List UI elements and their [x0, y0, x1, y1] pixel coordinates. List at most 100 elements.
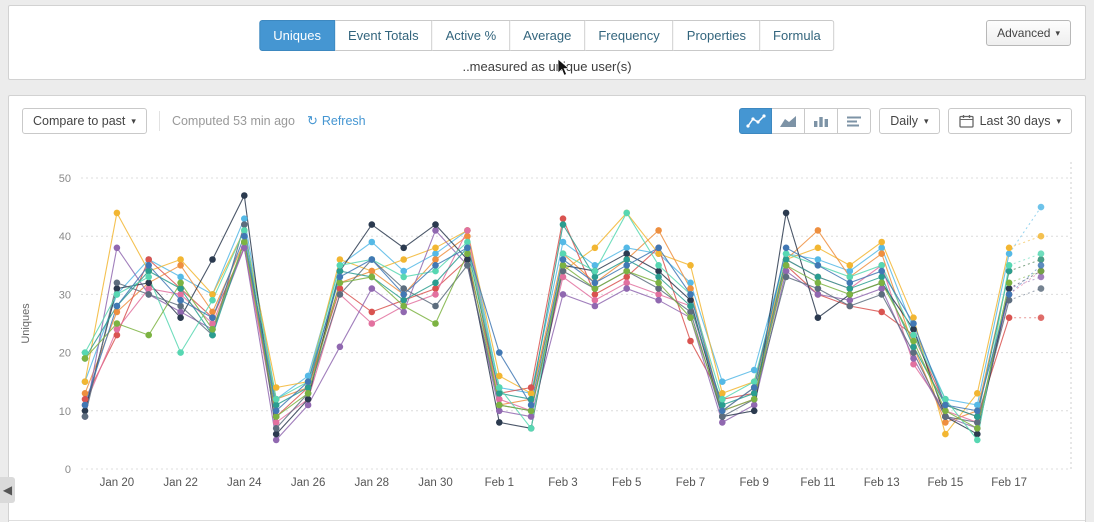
data-point[interactable] [177, 314, 184, 321]
data-point[interactable] [272, 407, 280, 415]
data-point[interactable] [878, 285, 885, 292]
compare-to-past-button[interactable]: Compare to past ▾ [22, 108, 147, 134]
data-point[interactable] [655, 285, 662, 292]
data-point[interactable] [113, 209, 121, 217]
line-chart-button[interactable] [739, 108, 773, 134]
data-point[interactable] [432, 320, 439, 327]
data-point[interactable] [655, 273, 662, 281]
data-point[interactable] [846, 285, 854, 292]
data-point[interactable] [623, 267, 630, 275]
data-point[interactable] [432, 227, 439, 234]
data-point[interactable] [241, 232, 248, 240]
bar-chart-button[interactable] [805, 108, 839, 134]
data-point[interactable] [209, 256, 216, 263]
data-point[interactable] [272, 395, 280, 403]
data-point[interactable] [782, 209, 790, 217]
data-point[interactable] [910, 331, 917, 339]
data-point[interactable] [527, 425, 535, 432]
data-point[interactable] [591, 273, 599, 281]
data-point[interactable] [304, 384, 312, 391]
data-point[interactable] [782, 267, 790, 275]
data-point[interactable] [81, 355, 89, 362]
data-point[interactable] [400, 244, 408, 252]
data-point[interactable] [814, 227, 822, 234]
data-point[interactable] [1005, 296, 1013, 304]
data-point[interactable] [559, 221, 567, 228]
data-point[interactable] [113, 308, 121, 316]
interval-dropdown[interactable]: Daily ▾ [879, 108, 940, 134]
data-point[interactable] [177, 308, 184, 316]
data-point[interactable] [750, 401, 758, 409]
table-view-button[interactable] [838, 108, 872, 134]
data-point[interactable] [942, 401, 949, 409]
data-point[interactable] [974, 436, 981, 444]
data-point[interactable] [655, 291, 662, 298]
area-chart-button[interactable] [772, 108, 806, 134]
data-point[interactable] [1005, 314, 1013, 321]
data-point[interactable] [910, 360, 917, 368]
data-point[interactable] [1005, 267, 1013, 275]
data-point[interactable] [750, 366, 758, 374]
data-point[interactable] [272, 425, 280, 432]
data-point[interactable] [496, 395, 503, 403]
data-point[interactable] [336, 256, 344, 263]
data-point[interactable] [1037, 262, 1045, 269]
data-point[interactable] [113, 320, 121, 327]
data-point[interactable] [1005, 262, 1013, 269]
data-point[interactable] [336, 273, 344, 281]
data-point[interactable] [1005, 291, 1013, 298]
data-point[interactable] [846, 302, 854, 310]
data-point[interactable] [336, 279, 344, 287]
data-point[interactable] [177, 349, 184, 356]
data-point[interactable] [974, 407, 981, 415]
data-point[interactable] [432, 262, 439, 269]
data-point[interactable] [496, 419, 503, 426]
data-point[interactable] [177, 262, 184, 269]
data-point[interactable] [814, 256, 822, 263]
data-point[interactable] [145, 267, 152, 275]
data-point[interactable] [719, 401, 726, 409]
data-point[interactable] [272, 419, 280, 426]
data-point[interactable] [814, 273, 822, 281]
data-point[interactable] [336, 285, 344, 292]
data-point[interactable] [655, 267, 662, 275]
data-point[interactable] [400, 256, 408, 263]
data-point[interactable] [974, 419, 981, 426]
data-point[interactable] [527, 390, 535, 397]
data-point[interactable] [1037, 256, 1045, 263]
data-point[interactable] [846, 273, 854, 281]
data-point[interactable] [241, 215, 248, 222]
data-point[interactable] [177, 291, 184, 298]
data-point[interactable] [942, 407, 949, 415]
data-point[interactable] [591, 291, 599, 298]
data-point[interactable] [750, 384, 758, 391]
data-point[interactable] [113, 291, 121, 298]
data-point[interactable] [655, 279, 662, 287]
data-point[interactable] [559, 215, 567, 222]
data-point[interactable] [527, 395, 535, 403]
data-point[interactable] [209, 331, 216, 339]
data-point[interactable] [591, 285, 599, 292]
data-point[interactable] [559, 256, 567, 263]
data-point[interactable] [719, 395, 726, 403]
data-point[interactable] [368, 273, 376, 281]
data-point[interactable] [750, 395, 758, 403]
tab-active-pct[interactable]: Active % [432, 20, 511, 51]
data-point[interactable] [687, 262, 694, 269]
data-point[interactable] [209, 291, 216, 298]
collapse-panel-arrow[interactable]: ◀ [0, 477, 15, 503]
data-point[interactable] [1037, 314, 1045, 321]
data-point[interactable] [496, 349, 503, 356]
data-point[interactable] [687, 302, 694, 310]
data-point[interactable] [591, 244, 599, 252]
data-point[interactable] [878, 262, 885, 269]
data-point[interactable] [400, 308, 408, 316]
data-point[interactable] [974, 413, 981, 420]
data-point[interactable] [559, 238, 567, 246]
data-point[interactable] [272, 384, 280, 391]
data-point[interactable] [241, 238, 248, 246]
data-point[interactable] [400, 273, 408, 281]
data-point[interactable] [591, 296, 599, 304]
data-point[interactable] [113, 285, 121, 292]
data-point[interactable] [559, 250, 567, 257]
